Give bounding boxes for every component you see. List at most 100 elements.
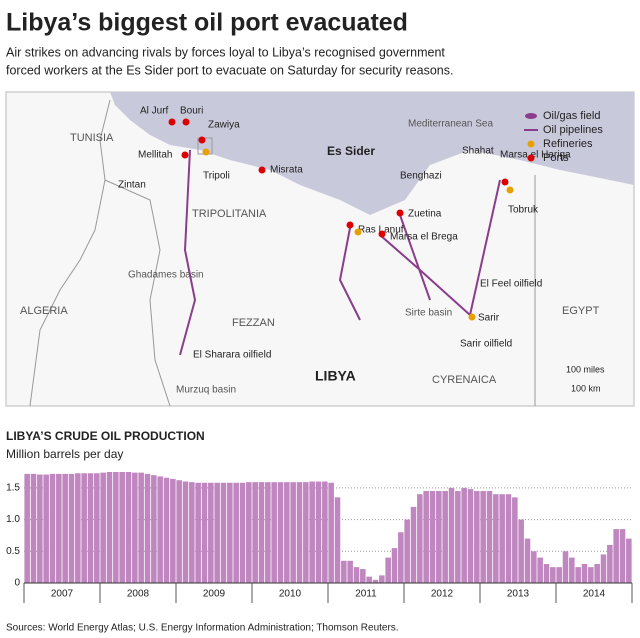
bar	[322, 481, 328, 583]
bar	[56, 473, 62, 583]
bar	[309, 481, 315, 583]
bar	[467, 489, 474, 583]
map-label: 100 miles	[566, 364, 605, 374]
map-label: TUNISIA	[70, 132, 114, 144]
bar	[455, 491, 461, 583]
map-marker	[198, 136, 206, 144]
y-tick-label: 1.5	[6, 482, 20, 493]
y-tick-label: 0	[14, 578, 20, 589]
x-tick-label: 2007	[51, 589, 74, 600]
bar	[499, 494, 505, 583]
map-label: Sarir	[478, 313, 500, 324]
bar	[49, 473, 56, 583]
bar	[328, 482, 334, 583]
map-label: Shahat	[462, 146, 494, 157]
bar	[347, 560, 353, 583]
map-label: Zawiya	[208, 120, 240, 131]
bar	[366, 576, 372, 583]
bar	[303, 482, 309, 583]
border	[29, 99, 111, 407]
bar	[157, 476, 163, 583]
bar	[448, 487, 455, 583]
bar	[480, 491, 486, 583]
map-label: Ras Lanuf	[358, 225, 404, 236]
bar	[486, 491, 493, 583]
bar	[258, 482, 265, 583]
map-label: CYRENAICA	[432, 374, 497, 386]
bar	[125, 472, 132, 583]
map-marker	[168, 118, 176, 126]
x-tick-label: 2014	[583, 589, 606, 600]
bar	[436, 491, 442, 583]
map-marker	[396, 209, 404, 217]
bar	[290, 482, 296, 583]
bar	[106, 472, 113, 583]
map-label: Tripoli	[203, 171, 230, 182]
bar	[201, 482, 208, 583]
bar	[556, 567, 562, 583]
y-tick-label: 0.5	[6, 546, 20, 557]
bar	[550, 567, 556, 583]
map-label: Bouri	[180, 106, 203, 117]
map-label: Sirte basin	[405, 308, 452, 319]
legend-swatch	[527, 154, 535, 162]
map-label: Marsa el Brega	[390, 232, 458, 243]
bar	[37, 474, 43, 583]
bar	[613, 529, 619, 583]
map-label: Benghazi	[400, 171, 442, 182]
map-marker	[182, 118, 190, 126]
bar	[284, 482, 290, 583]
legend-label: Oil pipelines	[543, 124, 603, 136]
x-tick-label: 2010	[279, 589, 302, 600]
bar	[385, 557, 391, 583]
map-marker	[354, 228, 362, 236]
bar	[144, 473, 151, 583]
bar	[353, 567, 360, 583]
x-tick-label: 2012	[431, 589, 454, 600]
bar	[189, 482, 195, 583]
map-label: Zintan	[118, 180, 146, 191]
bar	[138, 472, 144, 583]
bar	[398, 532, 404, 583]
map-marker	[501, 178, 509, 186]
bar	[239, 482, 246, 583]
bar	[518, 519, 524, 583]
bar	[62, 473, 68, 583]
legend-label: Oil/gas field	[543, 110, 600, 122]
pipeline	[338, 179, 501, 321]
bar	[581, 563, 588, 583]
subtitle: forced workers at the Es Sider port to e…	[6, 63, 453, 77]
map-label: TRIPOLITANIA	[192, 208, 267, 220]
bar	[24, 473, 30, 583]
source: Sources: World Energy Atlas; U.S. Energy…	[6, 623, 399, 634]
bar	[170, 478, 176, 583]
bar	[227, 482, 233, 583]
bar	[30, 473, 37, 583]
bar	[277, 482, 284, 583]
bar	[429, 491, 436, 583]
map-label: ALGERIA	[20, 305, 68, 317]
bar	[505, 494, 512, 583]
bar	[75, 473, 81, 583]
bar	[410, 506, 417, 583]
bar	[493, 494, 499, 583]
x-tick-label: 2013	[507, 589, 530, 600]
map-label: LIBYA	[315, 368, 356, 384]
bar	[423, 491, 429, 583]
bar	[531, 551, 537, 583]
map-label: El Feel oilfield	[480, 279, 542, 290]
bar	[360, 569, 366, 583]
bar	[68, 473, 75, 583]
map-label: EGYPT	[562, 305, 600, 317]
y-tick-label: 1.0	[6, 514, 20, 525]
subtitle: Air strikes on advancing rivals by force…	[6, 45, 445, 59]
bar	[252, 482, 258, 583]
bar	[315, 481, 322, 583]
bar	[151, 475, 157, 583]
bar	[265, 482, 271, 583]
bar	[195, 482, 201, 583]
map-label: Marsa el Hariga	[500, 150, 571, 161]
chart-title: LIBYA’S CRUDE OIL PRODUCTION	[6, 429, 205, 443]
bar	[87, 473, 94, 583]
bar	[182, 481, 189, 583]
